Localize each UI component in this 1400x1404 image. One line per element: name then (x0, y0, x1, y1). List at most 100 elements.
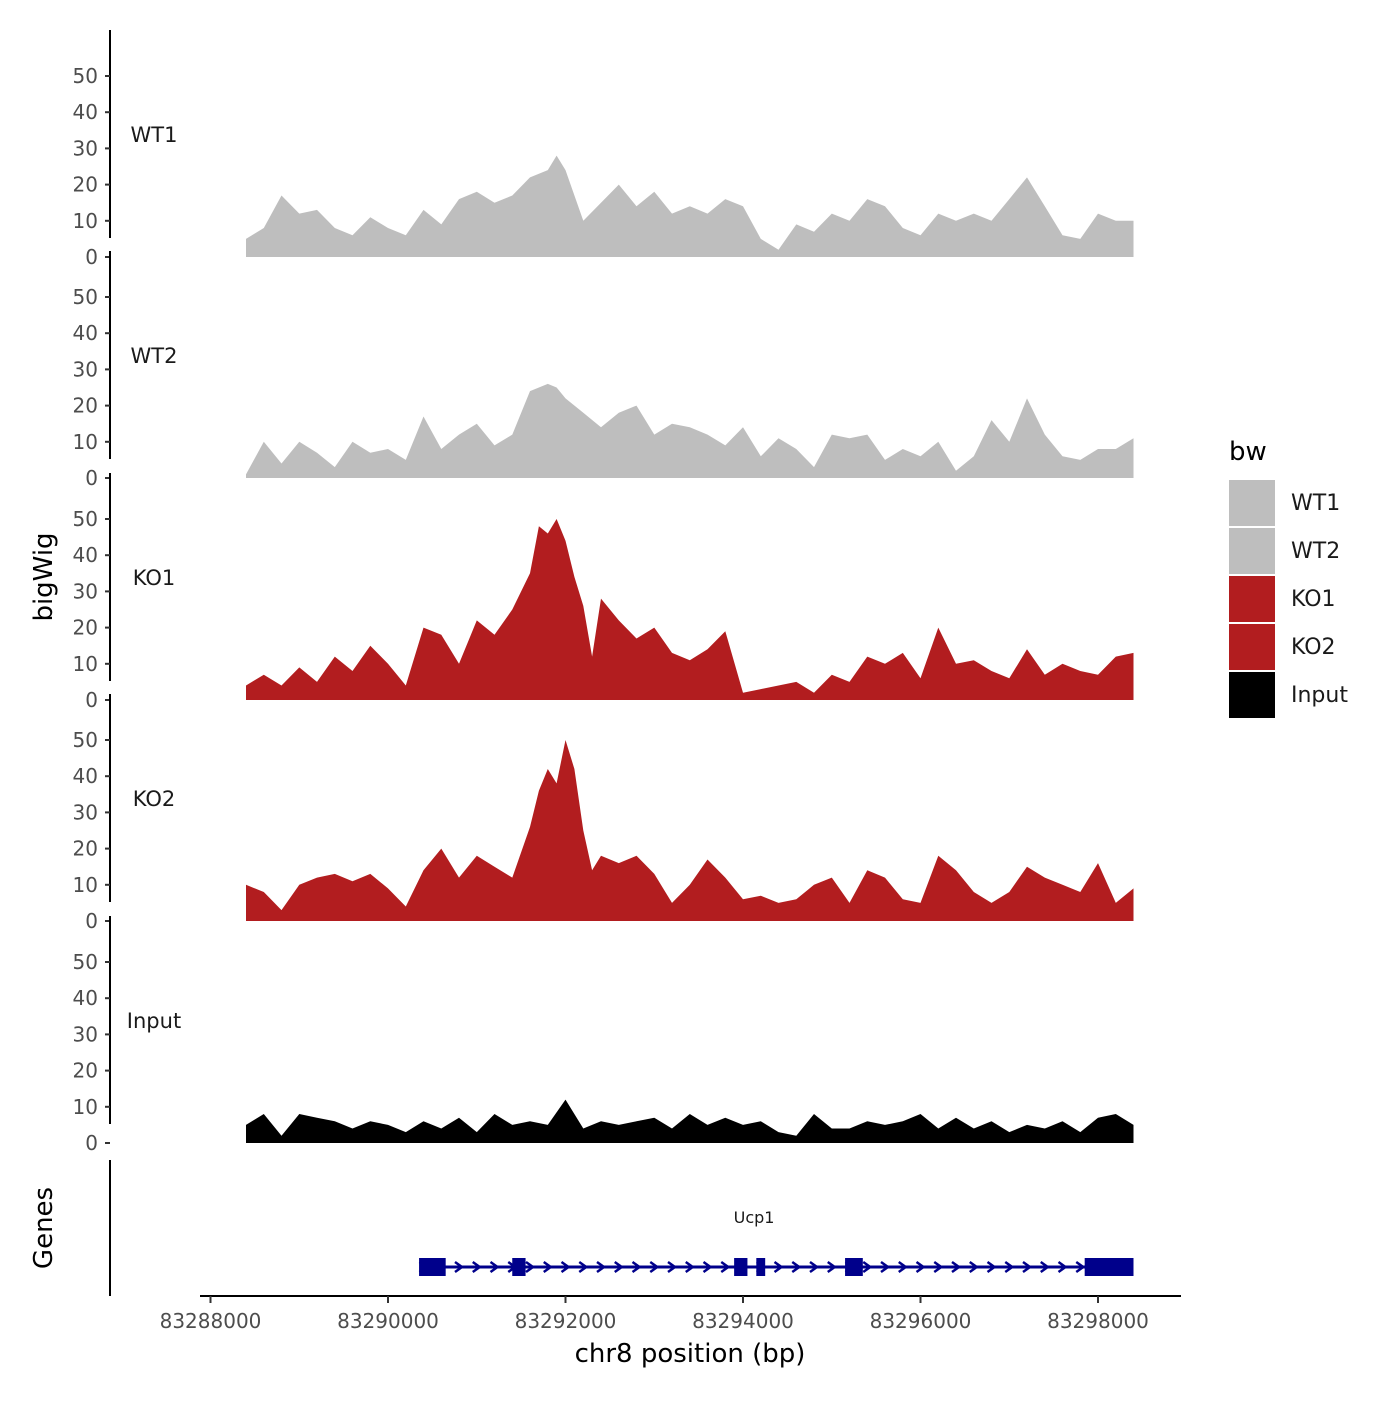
strand-chevron (898, 1260, 908, 1274)
genes-panel: Ucp1 (109, 1160, 1134, 1296)
x-tick-label: 83298000 (1047, 1309, 1149, 1333)
strand-chevron (525, 1260, 536, 1274)
gene-exon (512, 1258, 526, 1276)
strand-chevron (933, 1260, 944, 1274)
strand-chevron (986, 1260, 997, 1274)
y-tick-label: 30 (73, 136, 98, 160)
y-tick-label: 50 (73, 728, 98, 752)
signal-area-ko1 (246, 519, 1134, 700)
track-label: WT1 (131, 123, 178, 147)
y-tick-label: 20 (73, 616, 98, 640)
gene-exon (756, 1258, 766, 1276)
track-label: WT2 (131, 344, 178, 368)
legend-key-wt2 (1229, 528, 1275, 574)
legend-label-ko1: KO1 (1291, 587, 1336, 612)
tracks-layer: 0 10 20 30 40 50 WT1 0 10 20 30 40 50 WT2 0 10 20 30 40 50 K… (73, 30, 1134, 1155)
strand-chevron (720, 1260, 731, 1274)
y-tick-label: 20 (73, 1059, 98, 1083)
legend-label-wt1: WT1 (1291, 491, 1340, 516)
gene-exon (734, 1258, 748, 1276)
x-axis-title: chr8 position (bp) (575, 1339, 806, 1369)
legend-key-wt1 (1229, 480, 1275, 526)
strand-chevron (969, 1260, 979, 1274)
strand-chevron (862, 1260, 873, 1274)
signal-area-input (246, 1099, 1134, 1143)
x-tick-label: 83294000 (692, 1309, 794, 1333)
strand-chevron (472, 1260, 482, 1274)
track-ko2: 0 10 20 30 40 50 KO2 (73, 694, 1134, 933)
gene-ucp1: Ucp1 (418, 1208, 1134, 1276)
strand-chevron (454, 1260, 465, 1274)
x-tick-label: 83290000 (337, 1309, 439, 1333)
y-tick-label: 20 (73, 837, 98, 861)
legend: bw WT1 WT2 KO1 KO2 Input (1229, 437, 1348, 718)
legend-title: bw (1229, 437, 1267, 467)
y-tick-label: 0 (85, 688, 98, 712)
y-tick-label: 30 (73, 800, 98, 824)
signal-area-wt2 (246, 383, 1134, 478)
y-tick-label: 50 (73, 64, 98, 88)
strand-chevron (1004, 1260, 1015, 1274)
strand-chevron (1057, 1260, 1068, 1274)
track-input: 0 10 20 30 40 50 Input (73, 916, 1134, 1155)
gene-exon (845, 1258, 863, 1276)
strand-chevron (560, 1260, 571, 1274)
y-tick-label: 10 (73, 209, 98, 233)
legend-key-ko2 (1229, 624, 1275, 670)
x-tick-label: 83288000 (160, 1309, 262, 1333)
y-tick-label: 0 (85, 1131, 98, 1155)
y-tick-label: 10 (73, 430, 98, 454)
strand-chevron (667, 1260, 678, 1274)
strand-chevron (809, 1260, 820, 1274)
strand-chevron (685, 1260, 695, 1274)
y-axis-title: bigWig (29, 532, 59, 621)
gene-label: Ucp1 (734, 1208, 775, 1227)
strand-chevron (827, 1260, 837, 1274)
strand-chevron (915, 1260, 926, 1274)
legend-label-wt2: WT2 (1291, 539, 1340, 564)
y-tick-label: 40 (73, 543, 98, 567)
x-axis: 83288000 83290000 83292000 83294000 83296000… (160, 1295, 1181, 1333)
strand-chevron (578, 1260, 589, 1274)
strand-chevron (773, 1260, 784, 1274)
y-tick-label: 50 (73, 285, 98, 309)
y-tick-label: 30 (73, 1022, 98, 1046)
strand-chevron (1075, 1260, 1086, 1274)
strand-chevron (880, 1260, 891, 1274)
x-tick-label: 83292000 (515, 1309, 617, 1333)
signal-area-wt1 (246, 155, 1134, 257)
genes-axis-title: Genes (29, 1187, 59, 1269)
y-tick-label: 0 (85, 466, 98, 490)
signal-area-ko2 (246, 740, 1134, 921)
gene-exon (419, 1258, 446, 1276)
y-tick-label: 0 (85, 909, 98, 933)
y-tick-label: 10 (73, 1095, 98, 1119)
legend-label-ko2: KO2 (1291, 635, 1336, 660)
y-tick-label: 30 (73, 579, 98, 603)
strand-chevron (543, 1260, 553, 1274)
legend-label-input: Input (1291, 683, 1348, 708)
strand-chevron (1040, 1260, 1050, 1274)
y-tick-label: 40 (73, 986, 98, 1010)
track-wt1: 0 10 20 30 40 50 WT1 (73, 30, 1134, 269)
track-label: Input (127, 1009, 181, 1033)
y-tick-label: 40 (73, 764, 98, 788)
track-label: KO2 (133, 787, 176, 811)
strand-chevron (1022, 1260, 1033, 1274)
strand-chevron (649, 1260, 660, 1274)
y-tick-label: 20 (73, 394, 98, 418)
legend-key-ko1 (1229, 576, 1275, 622)
track-label: KO1 (133, 566, 176, 590)
y-tick-label: 0 (85, 245, 98, 269)
strand-chevron (951, 1260, 962, 1274)
strand-chevron (489, 1260, 500, 1274)
y-tick-label: 30 (73, 357, 98, 381)
gene-exon (1084, 1258, 1134, 1276)
strand-chevron (702, 1260, 713, 1274)
track-wt2: 0 10 20 30 40 50 WT2 (73, 251, 1134, 490)
y-tick-label: 10 (73, 873, 98, 897)
strand-chevron (596, 1260, 607, 1274)
strand-chevron (614, 1260, 624, 1274)
